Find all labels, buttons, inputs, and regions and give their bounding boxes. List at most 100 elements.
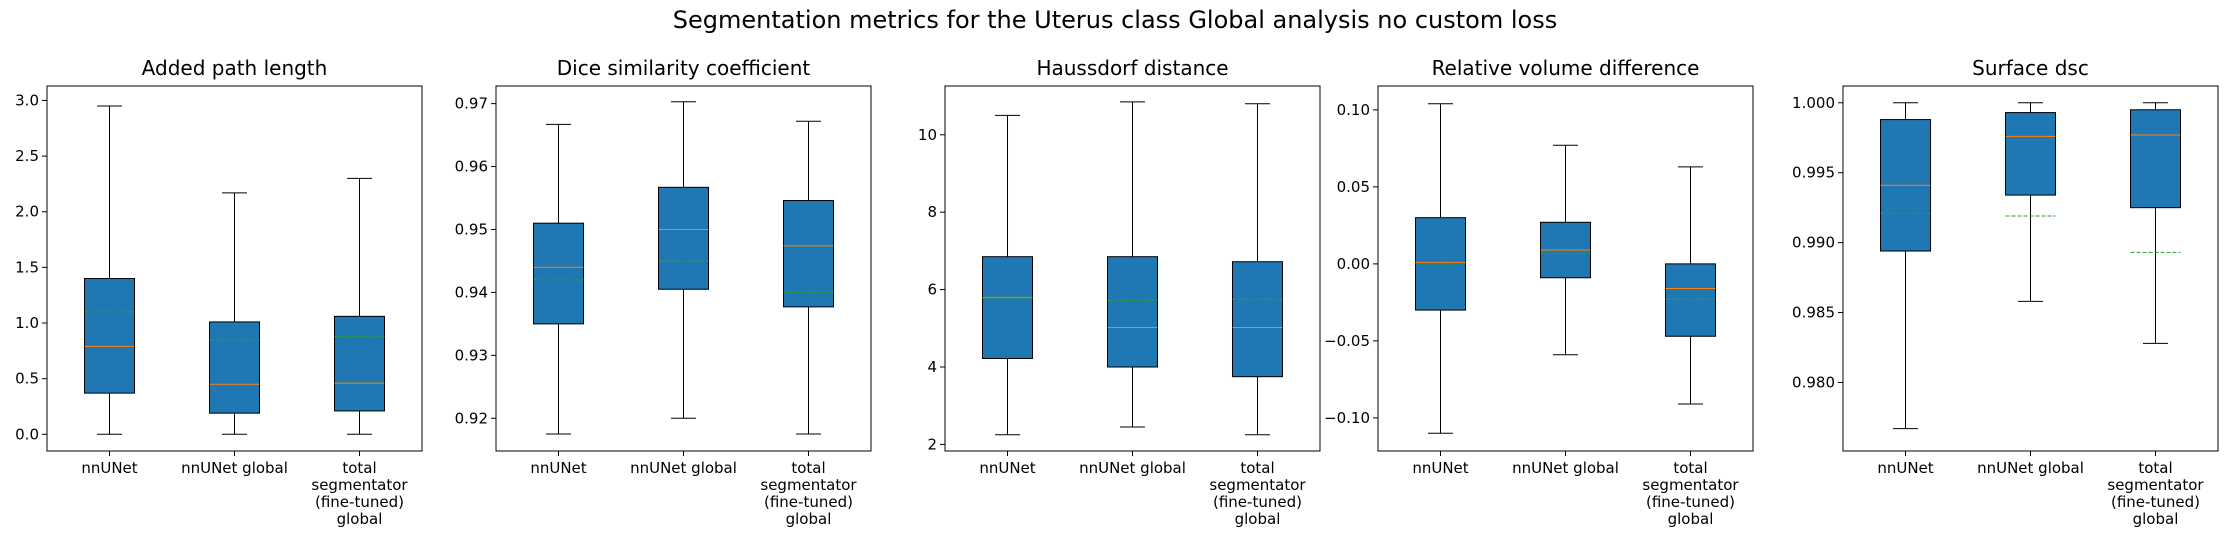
- y-tick-label: 10: [918, 126, 937, 144]
- y-tick-label: 0.10: [1337, 101, 1370, 119]
- box-group: [1231, 103, 1283, 436]
- box-group: [1664, 166, 1716, 405]
- iqr-box: [2005, 112, 2056, 196]
- subplot-3: Haussdorf distance 2 4 6 8 10 nnUNet nnUNet glo…: [918, 56, 1321, 528]
- box-group: [2005, 102, 2056, 302]
- box-group: [333, 177, 385, 435]
- x-tick-label: global: [1235, 510, 1281, 528]
- x-tick-label: (fine-tuned): [2111, 493, 2200, 511]
- axes-frame: [944, 85, 1321, 452]
- box-group: [1107, 101, 1158, 428]
- y-tick-label: 3.0: [15, 91, 39, 109]
- y-tick-label: 0.995: [1792, 164, 1835, 182]
- y-tick-label: 0.92: [455, 409, 488, 427]
- y-tick-label: 0.05: [1337, 178, 1370, 196]
- iqr-box: [533, 222, 585, 325]
- y-tick-label: 6: [927, 281, 937, 299]
- x-tick-label: nnUNet global: [1079, 459, 1186, 477]
- subplot-title: Relative volume difference: [1432, 56, 1700, 80]
- x-tick-label: segmentator: [760, 476, 857, 494]
- x-tick-label: (fine-tuned): [1213, 493, 1302, 511]
- box-group: [1540, 144, 1591, 356]
- x-tick-label: (fine-tuned): [764, 493, 853, 511]
- box-group: [84, 105, 136, 435]
- iqr-box: [84, 278, 136, 394]
- y-tick-label: −0.10: [1324, 409, 1370, 427]
- box-group: [1880, 102, 1932, 430]
- subplot-title: Haussdorf distance: [1036, 56, 1228, 80]
- x-tick-label: total: [791, 459, 825, 477]
- x-tick-label: segmentator: [1642, 476, 1739, 494]
- axes-frame: [1377, 85, 1754, 452]
- axes-frame: [46, 85, 423, 452]
- x-tick-label: nnUNet: [1877, 459, 1933, 477]
- iqr-box: [982, 256, 1034, 359]
- subplot-1: Added path length 0.0 0.5 1.0 1.5 2.0 2.5 3.0 nn…: [15, 56, 423, 528]
- iqr-box: [1664, 263, 1716, 337]
- y-tick-label: 0.97: [455, 95, 488, 113]
- subplot-4: Relative volume difference −0.10 −0.05 0.00…: [1324, 56, 1754, 528]
- y-tick-label: 8: [927, 203, 937, 221]
- box-group: [658, 101, 709, 419]
- y-tick-label: 0.94: [455, 283, 488, 301]
- iqr-box: [1231, 261, 1283, 378]
- y-tick-label: 1.000: [1792, 94, 1835, 112]
- iqr-box: [333, 315, 385, 412]
- subplot-2: Dice similarity coefficient 0.92 0.93 0.94 0…: [455, 56, 872, 528]
- y-tick-label: 0.985: [1792, 304, 1835, 322]
- x-tick-label: nnUNet global: [1512, 459, 1619, 477]
- x-tick-label: global: [1668, 510, 1714, 528]
- y-tick-label: 0.0: [15, 425, 39, 443]
- iqr-box: [782, 200, 834, 308]
- box-group: [2129, 102, 2181, 344]
- y-tick-label: 0.980: [1792, 373, 1835, 391]
- x-tick-label: (fine-tuned): [315, 493, 404, 511]
- box-group: [209, 192, 260, 435]
- x-tick-label: nnUNet: [81, 459, 137, 477]
- box-group: [982, 114, 1034, 436]
- x-tick-label: total: [1673, 459, 1707, 477]
- x-tick-label: nnUNet global: [630, 459, 737, 477]
- x-tick-label: global: [2133, 510, 2179, 528]
- iqr-box: [658, 186, 709, 290]
- x-tick-label: total: [2138, 459, 2172, 477]
- axes-frame: [1842, 85, 2219, 452]
- y-tick-label: 4: [927, 358, 937, 376]
- y-tick-label: 2.5: [15, 147, 39, 165]
- y-tick-label: −0.05: [1324, 332, 1370, 350]
- x-tick-label: nnUNet: [1412, 459, 1468, 477]
- subplot-title: Added path length: [142, 56, 328, 80]
- subplot-title: Surface dsc: [1972, 56, 2089, 80]
- x-tick-label: global: [337, 510, 383, 528]
- x-tick-label: (fine-tuned): [1646, 493, 1735, 511]
- x-tick-label: nnUNet: [530, 459, 586, 477]
- y-tick-label: 0.5: [15, 370, 39, 388]
- x-tick-label: nnUNet global: [181, 459, 288, 477]
- figure-title: Segmentation metrics for the Uterus clas…: [672, 6, 1558, 34]
- box-group: [1415, 103, 1467, 434]
- iqr-box: [2129, 109, 2181, 209]
- y-tick-label: 0.96: [455, 158, 488, 176]
- y-tick-label: 1.5: [15, 258, 39, 276]
- subplot-title: Dice similarity coefficient: [557, 56, 811, 80]
- x-tick-label: global: [786, 510, 832, 528]
- y-tick-label: 2: [927, 435, 937, 453]
- y-tick-label: 0.00: [1337, 255, 1370, 273]
- iqr-box: [1107, 256, 1158, 368]
- axes-frame: [495, 85, 872, 452]
- y-tick-label: 0.95: [455, 220, 488, 238]
- x-tick-label: nnUNet: [979, 459, 1035, 477]
- x-tick-label: total: [342, 459, 376, 477]
- x-tick-label: segmentator: [1209, 476, 1306, 494]
- x-tick-label: segmentator: [2107, 476, 2204, 494]
- subplot-5: Surface dsc 0.980 0.985 0.990 0.995 1.000 nnUN…: [1792, 56, 2219, 528]
- x-tick-label: total: [1240, 459, 1274, 477]
- y-tick-label: 0.990: [1792, 234, 1835, 252]
- y-tick-label: 2.0: [15, 203, 39, 221]
- x-tick-label: nnUNet global: [1977, 459, 2084, 477]
- y-tick-label: 1.0: [15, 314, 39, 332]
- box-group: [782, 120, 834, 435]
- y-tick-label: 0.93: [455, 346, 488, 364]
- x-tick-label: segmentator: [311, 476, 408, 494]
